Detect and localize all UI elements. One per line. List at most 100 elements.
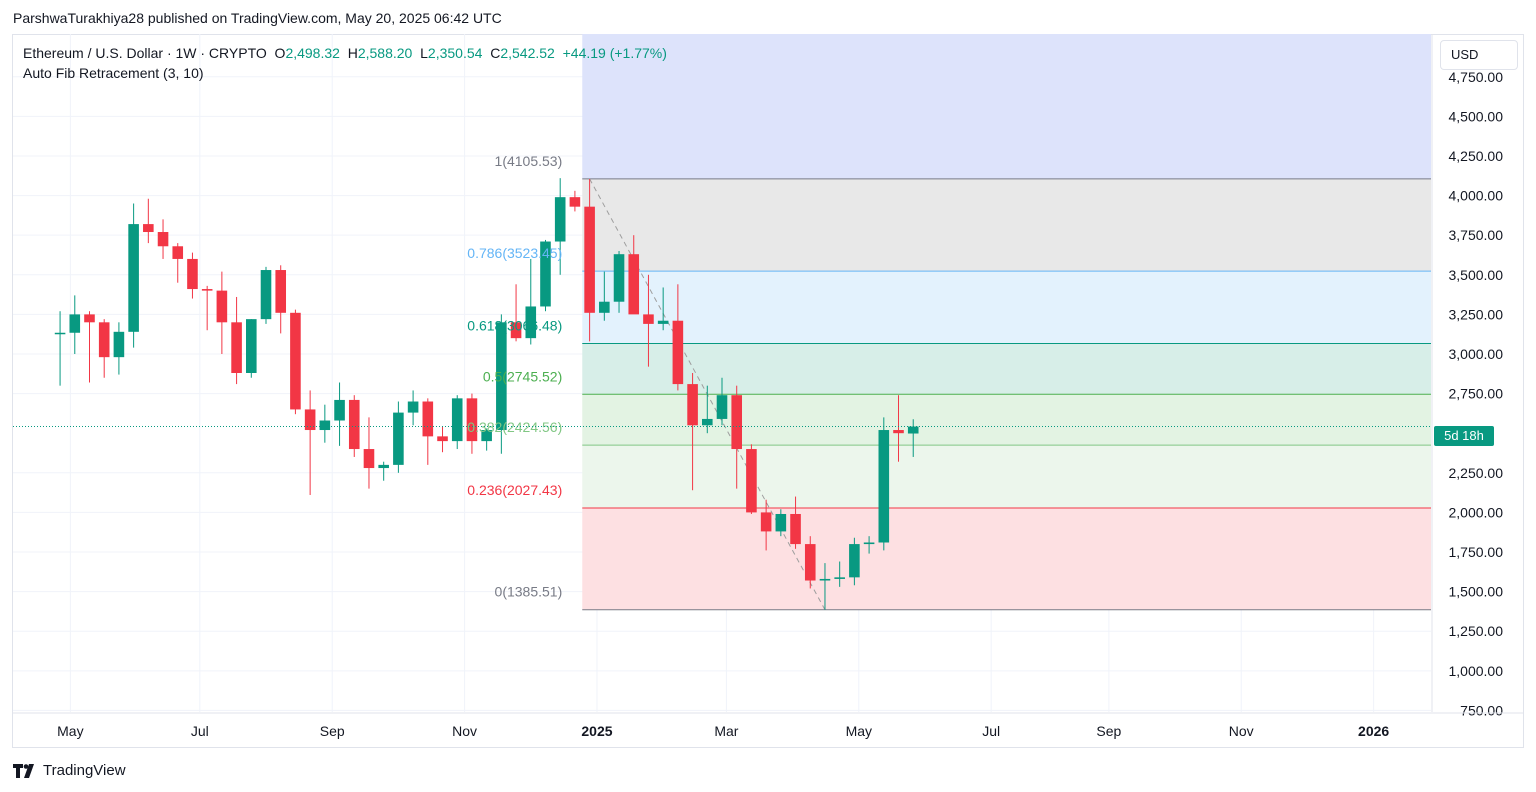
candle-body xyxy=(716,395,728,419)
candle xyxy=(451,395,463,450)
candle-body xyxy=(525,306,537,339)
candle-body xyxy=(893,430,904,434)
candle xyxy=(907,419,919,457)
candle-body xyxy=(334,399,345,421)
candle-body xyxy=(790,513,801,545)
high-label: H xyxy=(347,45,358,61)
candle xyxy=(363,417,375,489)
close-value: 2,542.52 xyxy=(500,45,555,61)
candle-body xyxy=(98,322,110,358)
candle-body xyxy=(643,314,654,324)
candle xyxy=(393,401,404,473)
symbol-title[interactable]: Ethereum / U.S. Dollar · 1W · CRYPTO xyxy=(23,45,267,61)
candle xyxy=(863,536,875,554)
fib-zone xyxy=(582,343,1431,395)
candle-body xyxy=(143,224,154,233)
price-tick-label: 4,750.00 xyxy=(1449,69,1504,85)
price-tick-label: 3,750.00 xyxy=(1449,227,1504,243)
candle xyxy=(893,395,904,462)
candle-body xyxy=(819,578,831,581)
candle xyxy=(849,537,860,586)
fib-zones xyxy=(582,34,1431,610)
price-tick-label: 2,250.00 xyxy=(1449,465,1504,481)
low-value: 2,350.54 xyxy=(427,45,483,61)
candle xyxy=(187,252,198,299)
time-tick-label: Sep xyxy=(1096,723,1121,739)
low-label: L xyxy=(420,45,428,61)
candle xyxy=(790,496,801,549)
candle xyxy=(304,390,316,495)
candle xyxy=(319,404,331,443)
candle-body xyxy=(172,246,184,259)
candle-body xyxy=(907,426,919,434)
indicator-title[interactable]: Auto Fib Retracement (3, 10) xyxy=(23,65,204,81)
price-tick-label: 3,250.00 xyxy=(1449,306,1504,322)
candle xyxy=(701,385,713,434)
fib-level-label: 0.5(2745.52) xyxy=(483,368,562,384)
candle-body xyxy=(599,301,610,313)
candle-body xyxy=(187,258,198,290)
time-tick-label: Sep xyxy=(320,723,345,739)
candle-body xyxy=(746,449,757,513)
candle xyxy=(746,444,757,514)
candle xyxy=(540,239,551,312)
candle xyxy=(275,265,287,334)
candle xyxy=(98,319,110,378)
time-tick-label: Mar xyxy=(714,723,738,739)
candle-body xyxy=(510,322,522,339)
price-tick-label: 4,250.00 xyxy=(1449,148,1504,164)
price-tick-label: 1,000.00 xyxy=(1449,663,1504,679)
candles xyxy=(54,178,919,610)
currency-button[interactable]: USD xyxy=(1440,40,1518,70)
tradingview-logo-icon xyxy=(13,763,34,778)
time-tick-label: Jul xyxy=(982,723,1000,739)
price-tick-label: 1,250.00 xyxy=(1449,623,1504,639)
candle xyxy=(69,295,81,354)
candle-body xyxy=(804,544,816,581)
price-tick-label: 4,000.00 xyxy=(1449,188,1504,204)
candle xyxy=(569,190,581,212)
candle xyxy=(687,373,698,491)
candle-body xyxy=(496,322,507,431)
candle xyxy=(378,461,389,481)
candle-body xyxy=(540,241,551,307)
candle xyxy=(143,198,154,244)
candle xyxy=(878,417,890,551)
candle-body xyxy=(201,289,213,291)
candle-body xyxy=(687,384,698,426)
candle xyxy=(599,271,610,321)
candle xyxy=(731,385,743,489)
candle-body xyxy=(422,401,434,437)
tradingview-logo[interactable]: TradingView xyxy=(13,762,126,779)
close-label: C xyxy=(490,45,501,61)
time-tick-label: 2026 xyxy=(1358,723,1389,739)
open-value: 2,498.32 xyxy=(285,45,340,61)
price-tick-label: 2,750.00 xyxy=(1449,386,1504,402)
candle xyxy=(422,398,434,465)
candle xyxy=(657,287,669,331)
candle xyxy=(84,311,95,383)
candle-body xyxy=(613,254,625,302)
price-tick-label: 1,500.00 xyxy=(1449,584,1504,600)
candle-body xyxy=(569,197,581,207)
change-value: +44.19 (+1.77%) xyxy=(562,45,667,61)
price-tick-label: 3,000.00 xyxy=(1449,346,1504,362)
candle-body xyxy=(113,331,125,358)
candle-body xyxy=(760,512,772,532)
candle xyxy=(54,311,66,386)
high-value: 2,588.20 xyxy=(357,45,413,61)
price-tick-label: 3,500.00 xyxy=(1449,267,1504,283)
candle xyxy=(525,258,537,345)
fib-zone xyxy=(582,271,1431,344)
candle-body xyxy=(69,314,81,333)
fib-level-label: 0.618(3066.48) xyxy=(467,317,562,333)
candle-body xyxy=(393,412,404,465)
price-tick-label: 2,000.00 xyxy=(1449,504,1504,520)
candle-body xyxy=(437,436,448,442)
candle xyxy=(201,285,213,331)
candle-body xyxy=(584,206,595,313)
candle xyxy=(437,426,448,453)
candle-body xyxy=(834,577,845,579)
time-tick-label: Nov xyxy=(452,723,477,739)
